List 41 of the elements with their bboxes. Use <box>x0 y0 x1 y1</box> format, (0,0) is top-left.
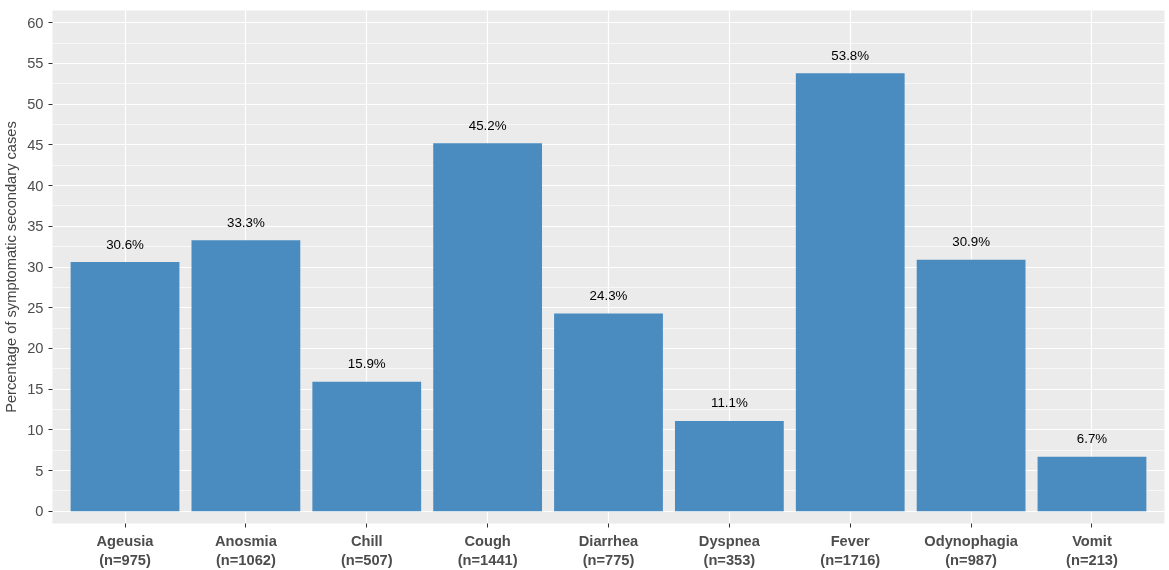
y-tick-label: 0 <box>35 503 44 520</box>
y-tick-label: 30 <box>27 259 44 275</box>
y-axis-title: Percentage of symptomatic secondary cases <box>3 121 20 413</box>
bar <box>916 259 1026 512</box>
bar <box>1037 456 1147 512</box>
data-label: 6.7% <box>1076 431 1108 447</box>
y-tick-label: 55 <box>27 55 44 72</box>
bar <box>70 262 180 512</box>
y-tick-label: 60 <box>27 14 44 31</box>
x-tick-label: Diarrhea (n=775) <box>578 532 640 568</box>
y-tick-label: 20 <box>27 340 44 357</box>
x-tick-label: Chill (n=507) <box>340 532 393 568</box>
data-label: 24.3% <box>589 287 628 303</box>
x-tick-label: Ageusia (n=975) <box>96 532 155 568</box>
y-tick-label: 15 <box>27 381 44 398</box>
x-tick-label: Cough (n=1441) <box>457 532 518 568</box>
y-tick-label: 45 <box>27 136 44 153</box>
bar <box>554 313 663 512</box>
y-tick-label: 35 <box>27 218 44 235</box>
bar <box>795 73 905 512</box>
y-tick-label: 5 <box>35 462 44 479</box>
x-tick-label: Vomit (n=213) <box>1066 532 1118 568</box>
x-tick-label: Dyspnea (n=353) <box>698 532 761 568</box>
data-label: 53.8% <box>831 47 870 63</box>
y-tick-label: 25 <box>27 299 44 316</box>
data-label: 30.6% <box>106 236 145 252</box>
y-tick-label: 10 <box>27 421 44 438</box>
x-tick-label: Anosmia (n=1062) <box>214 532 278 568</box>
data-label: 15.9% <box>347 356 386 372</box>
y-tick-label: 40 <box>27 177 44 194</box>
bar <box>312 381 422 512</box>
x-tick-label: Fever (n=1716) <box>820 532 881 568</box>
y-tick-label: 50 <box>27 96 44 113</box>
bar <box>674 420 784 512</box>
data-label: 30.9% <box>952 234 991 250</box>
bar <box>191 240 301 512</box>
x-tick-label: Odynophagia (n=987) <box>924 532 1019 568</box>
bar <box>433 143 543 512</box>
data-label: 45.2% <box>468 117 507 133</box>
data-label: 11.1% <box>710 395 748 411</box>
data-label: 33.3% <box>227 214 265 230</box>
